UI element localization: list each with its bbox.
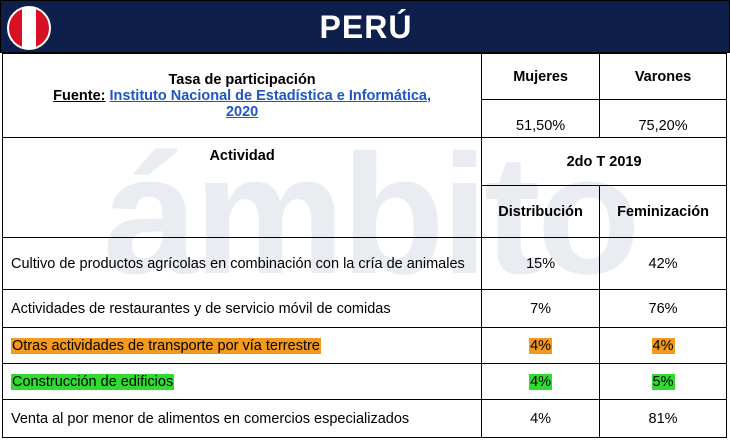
activity-cell: Cultivo de productos agrícolas en combin…: [1, 237, 483, 290]
highlighted-activity: Construcción de edificios: [11, 373, 175, 390]
highlighted-feminization: 4%: [651, 337, 675, 354]
feminization-cell: 4%: [599, 327, 727, 364]
distribution-cell: 4%: [481, 363, 601, 400]
source-label: Fuente:: [53, 87, 106, 104]
activity-label-cell: Actividad: [1, 137, 483, 238]
table-row: Venta al por menor de alimentos en comer…: [1, 399, 727, 438]
activity-cell: Otras actividades de transporte por vía …: [1, 327, 483, 364]
activity-header-row: Actividad 2do T 2019: [1, 137, 727, 238]
men-label-cell: Varones: [599, 53, 727, 100]
distribution-cell: 7%: [481, 289, 601, 328]
men-value-cell: 75,20%: [599, 99, 727, 138]
activity-cell: Actividades de restaurantes y de servici…: [1, 289, 483, 328]
feminization-cell: 5%: [599, 363, 727, 400]
distribution-cell: 15%: [481, 237, 601, 290]
table-row: Cultivo de productos agrícolas en combin…: [1, 237, 727, 290]
feminization-cell: 76%: [599, 289, 727, 328]
highlighted-feminization: 5%: [651, 373, 675, 390]
participation-title: Tasa de participación: [168, 71, 316, 88]
activity-cell: Venta al por menor de alimentos en comer…: [1, 399, 483, 438]
highlighted-distribution: 4%: [529, 373, 553, 390]
table-row: Otras actividades de transporte por vía …: [1, 327, 727, 364]
country-title: PERÚ: [319, 9, 413, 45]
participation-title-cell: Tasa de participación Fuente: Instituto …: [1, 53, 483, 138]
feminization-cell: 42%: [599, 237, 727, 290]
feminization-cell: 81%: [599, 399, 727, 438]
feminization-label-cell: Feminización: [599, 185, 727, 238]
women-label-cell: Mujeres: [481, 53, 601, 100]
activity-cell: Construcción de edificios: [1, 363, 483, 400]
participation-header-row: Tasa de participación Fuente: Instituto …: [1, 53, 727, 138]
table-row: Actividades de restaurantes y de servici…: [1, 289, 727, 328]
highlighted-activity: Otras actividades de transporte por vía …: [11, 337, 321, 354]
period-label-cell: 2do T 2019: [481, 137, 727, 186]
header-bar: PERÚ: [0, 0, 730, 53]
source-link[interactable]: Instituto Nacional de Estadística e Info…: [109, 87, 432, 104]
source-year-line: 2020: [3, 104, 481, 120]
subheader-row: Distribución Feminización: [3, 185, 727, 238]
women-value-cell: 51,50%: [481, 99, 601, 138]
highlighted-distribution: 4%: [529, 337, 553, 354]
distribution-cell: 4%: [481, 327, 601, 364]
peru-flag-icon: [7, 6, 51, 50]
source-line: Fuente: Instituto Nacional de Estadístic…: [3, 88, 481, 104]
data-table: Tasa de participación Fuente: Instituto …: [1, 53, 727, 438]
source-year-link[interactable]: 2020: [225, 103, 259, 120]
distribution-cell: 4%: [481, 399, 601, 438]
table-row: Construcción de edificios 4% 5%: [1, 363, 727, 400]
participation-values-row: 51,50% 75,20%: [3, 99, 727, 138]
distribution-label-cell: Distribución: [481, 185, 601, 238]
